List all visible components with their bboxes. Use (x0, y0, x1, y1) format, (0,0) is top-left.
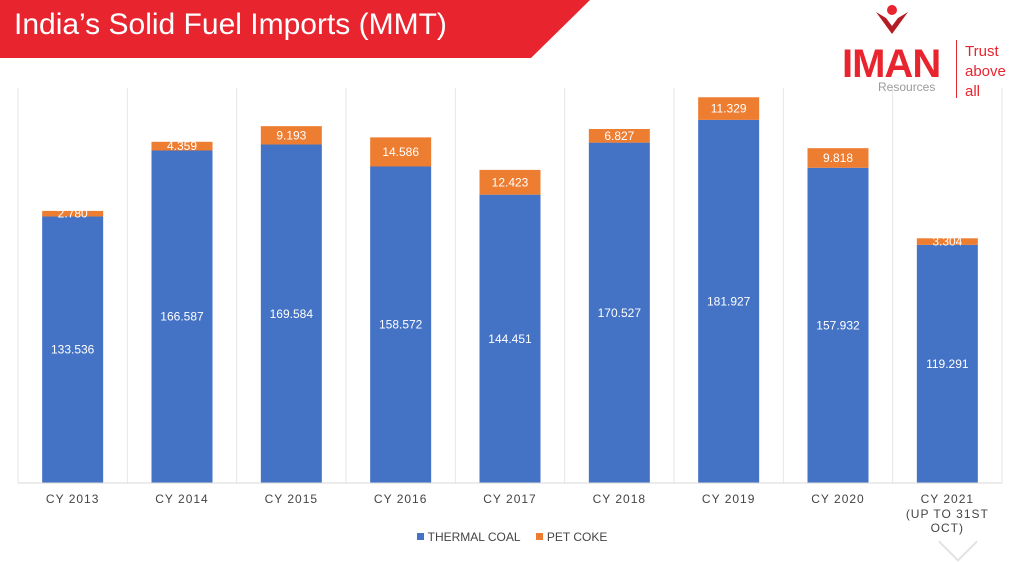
tagline-line: above (965, 63, 1006, 80)
x-tick-label: CY 2017 (483, 492, 536, 506)
logo-wordmark: IMAN (842, 42, 941, 86)
bar-pet-coke (916, 238, 978, 245)
data-label-pet-coke: 11.329 (711, 102, 747, 116)
data-label-pet-coke: 2.780 (58, 207, 88, 221)
bar-thermal-coal (479, 194, 541, 484)
bar-thermal-coal (698, 119, 760, 483)
x-tick-label: CY 2019 (702, 492, 755, 506)
chart-legend: THERMAL COAL PET COKE (0, 530, 1024, 544)
data-label-pet-coke: 6.827 (604, 129, 634, 143)
bar-pet-coke (479, 169, 541, 195)
legend-swatch-pet-coke (535, 533, 543, 540)
x-tick-label: CY 2020 (811, 492, 864, 506)
data-label-thermal-coal: 170.527 (598, 306, 642, 320)
bar-thermal-coal (260, 144, 322, 484)
data-label-pet-coke: 14.586 (382, 145, 419, 159)
bar-thermal-coal (807, 167, 869, 483)
data-label-pet-coke: 3.304 (932, 235, 962, 249)
x-tick-label: CY 2015 (265, 492, 318, 506)
data-label-thermal-coal: 157.932 (816, 318, 860, 332)
x-tick-label: CY 2021 (921, 492, 974, 506)
bar-pet-coke (151, 141, 213, 151)
legend-item-thermal-coal: THERMAL COAL (416, 530, 521, 544)
data-label-thermal-coal: 169.584 (270, 307, 314, 321)
logo-divider (956, 40, 957, 98)
bar-thermal-coal (151, 150, 213, 483)
bar-pet-coke (42, 210, 104, 217)
bar-pet-coke (370, 137, 432, 167)
legend-label: THERMAL COAL (427, 530, 521, 544)
data-label-pet-coke: 9.818 (823, 151, 853, 165)
data-label-thermal-coal: 119.291 (926, 357, 969, 371)
bar-thermal-coal (370, 166, 432, 483)
tagline-line: all (965, 83, 981, 100)
person-icon (876, 5, 908, 34)
data-label-thermal-coal: 158.572 (379, 318, 423, 332)
legend-item-pet-coke: PET COKE (535, 530, 608, 544)
data-label-pet-coke: 9.193 (276, 128, 306, 142)
x-tick-label: CY 2018 (593, 492, 646, 506)
page-title: India’s Solid Fuel Imports (MMT) (14, 8, 447, 41)
data-label-thermal-coal: 144.451 (488, 332, 532, 346)
bar-thermal-coal (588, 142, 650, 483)
bar-pet-coke (807, 148, 869, 168)
bar-thermal-coal (916, 244, 978, 483)
bar-pet-coke (260, 126, 322, 145)
bar-pet-coke (698, 97, 760, 120)
data-label-thermal-coal: 133.536 (51, 343, 95, 357)
x-tick-label: CY 2014 (155, 492, 208, 506)
legend-label: PET COKE (546, 530, 608, 544)
x-tick-note: OCT) (931, 521, 964, 535)
legend-swatch-thermal-coal (416, 533, 424, 540)
title-banner (0, 0, 590, 58)
data-label-pet-coke: 4.359 (167, 139, 197, 153)
x-tick-note: (UP TO 31ST (906, 507, 989, 521)
data-label-thermal-coal: 181.927 (707, 294, 751, 308)
data-label-pet-coke: 12.423 (492, 175, 529, 189)
data-label-thermal-coal: 166.587 (160, 310, 204, 324)
tagline: Trust above all (965, 42, 1006, 102)
tagline-line: Trust (965, 43, 999, 60)
x-tick-label: CY 2016 (374, 492, 427, 506)
bar-thermal-coal (42, 216, 104, 483)
bar-pet-coke (588, 129, 650, 143)
x-tick-label: CY 2013 (46, 492, 99, 506)
